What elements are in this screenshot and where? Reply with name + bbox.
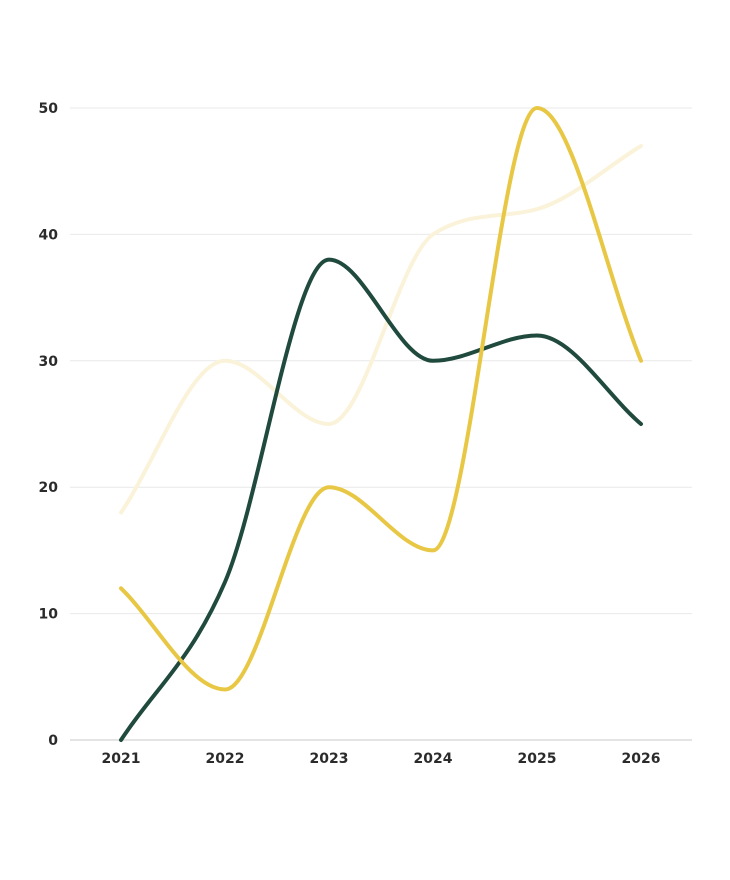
x-axis-ticks: 2021 2022 2023 2024 2025 2026	[102, 751, 661, 767]
gridlines	[70, 107, 692, 615]
x-tick-label: 2024	[414, 751, 453, 767]
series-line-3	[119, 106, 643, 692]
x-tick-label: 2026	[622, 751, 661, 767]
series-line-1	[119, 143, 643, 515]
series-line-2	[119, 257, 643, 742]
x-tick-label: 2021	[102, 751, 141, 767]
y-tick-label: 0	[48, 733, 58, 749]
x-tick-label: 2023	[310, 751, 349, 767]
y-tick-label: 20	[39, 480, 59, 496]
x-tick-label: 2025	[518, 751, 557, 767]
y-tick-label: 40	[39, 227, 59, 243]
y-axis-ticks: 0 10 20 30 40 50	[39, 101, 59, 749]
y-tick-label: 30	[39, 354, 59, 370]
x-tick-label: 2022	[206, 751, 245, 767]
series-lines	[119, 106, 643, 742]
y-tick-label: 10	[39, 607, 59, 623]
y-tick-label: 50	[39, 101, 59, 117]
